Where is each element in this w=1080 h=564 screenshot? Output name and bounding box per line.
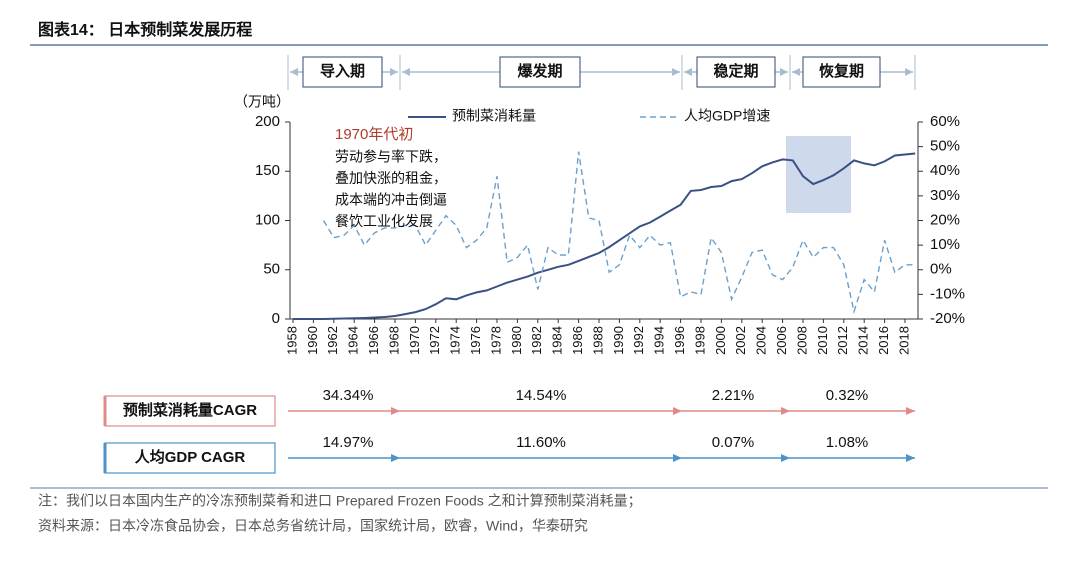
x-tick-label: 1972 xyxy=(427,326,442,355)
cagr-arrowhead xyxy=(391,454,400,462)
x-tick-label: 1964 xyxy=(346,326,361,355)
y2-tick-label: 10% xyxy=(930,236,960,253)
x-tick-label: 1994 xyxy=(652,326,667,355)
chart-title: 图表14： 日本预制菜发展历程 xyxy=(38,20,252,39)
cagr-value: 2.21% xyxy=(712,387,755,404)
x-tick-label: 1992 xyxy=(631,326,646,355)
y-tick-label: 100 xyxy=(255,211,280,228)
cagr-value: 14.97% xyxy=(323,434,374,451)
cagr-arrowhead xyxy=(906,454,915,462)
y2-tick-label: 0% xyxy=(930,261,952,278)
x-tick-label: 1980 xyxy=(509,326,524,355)
x-tick-label: 2016 xyxy=(876,326,891,355)
note: 资料来源：日本冷冻食品协会，日本总务省统计局，国家统计局，欧睿，Wind，华泰研… xyxy=(38,518,588,534)
phase-label: 恢复期 xyxy=(819,62,864,80)
x-tick-label: 1998 xyxy=(692,326,707,355)
x-tick-label: 1958 xyxy=(284,326,299,355)
cagr-label: 人均GDP CAGR xyxy=(135,448,246,466)
x-tick-label: 1960 xyxy=(305,326,320,355)
x-tick-label: 1982 xyxy=(529,326,544,355)
x-tick-label: 1968 xyxy=(386,326,401,355)
y2-tick-label: 50% xyxy=(930,138,960,155)
y2-tick-label: 20% xyxy=(930,211,960,228)
x-tick-label: 1988 xyxy=(590,326,605,355)
x-tick-label: 2000 xyxy=(713,326,728,355)
cagr-arrowhead xyxy=(673,407,682,415)
cagr-arrowhead xyxy=(906,407,915,415)
series-line xyxy=(322,151,916,315)
cagr-arrowhead xyxy=(781,407,790,415)
y2-tick-label: 30% xyxy=(930,187,960,204)
note: 注：我们以日本国内生产的冷冻预制菜肴和进口 Prepared Frozen Fo… xyxy=(38,493,642,510)
annotation-title: 1970年代初 xyxy=(335,126,413,143)
x-tick-label: 1962 xyxy=(325,326,340,355)
cagr-arrowhead xyxy=(781,454,790,462)
highlight-band xyxy=(786,136,851,213)
cagr-value: 11.60% xyxy=(516,434,566,451)
cagr-value: 0.32% xyxy=(826,387,869,404)
phase-label: 爆发期 xyxy=(517,62,562,80)
y2-tick-label: 40% xyxy=(930,162,960,179)
x-tick-label: 1990 xyxy=(611,326,626,355)
x-tick-label: 2014 xyxy=(856,326,871,355)
cagr-label-box xyxy=(104,395,276,427)
y2-tick-label: -10% xyxy=(930,285,965,302)
y-tick-label: 50 xyxy=(263,261,280,278)
phase-label: 导入期 xyxy=(320,62,365,80)
x-tick-label: 2008 xyxy=(794,326,809,355)
x-tick-label: 2012 xyxy=(835,326,850,355)
x-tick-label: 1986 xyxy=(570,326,585,355)
series-line xyxy=(293,152,916,320)
cagr-value: 14.54% xyxy=(516,387,567,404)
y-axis-label: （万吨） xyxy=(234,94,290,110)
cagr-label: 预制菜消耗量CAGR xyxy=(123,401,257,419)
x-tick-label: 1978 xyxy=(488,326,503,355)
phase-box xyxy=(499,56,581,88)
phase-label: 稳定期 xyxy=(713,62,758,80)
x-tick-label: 2002 xyxy=(733,326,748,355)
legend-label: 预制菜消耗量 xyxy=(452,108,536,124)
y2-tick-label: 60% xyxy=(930,113,960,130)
phase-box xyxy=(302,56,383,88)
annotation-line: 劳动参与率下跌， xyxy=(335,149,447,165)
annotation-line: 餐饮工业化发展 xyxy=(335,213,433,229)
x-tick-label: 1966 xyxy=(366,326,381,355)
cagr-value: 34.34% xyxy=(323,387,374,404)
cagr-arrowhead xyxy=(673,454,682,462)
x-tick-label: 2018 xyxy=(896,326,911,355)
y-tick-label: 150 xyxy=(255,162,280,179)
x-tick-label: 1984 xyxy=(550,326,565,355)
cagr-value: 0.07% xyxy=(712,434,755,451)
legend-label: 人均GDP增速 xyxy=(684,108,770,124)
y2-tick-label: -20% xyxy=(930,310,965,327)
cagr-value: 1.08% xyxy=(826,434,869,451)
y-tick-label: 0 xyxy=(272,310,280,327)
x-tick-label: 2006 xyxy=(774,326,789,355)
annotation-line: 叠加快涨的租金， xyxy=(335,170,447,186)
x-tick-label: 1970 xyxy=(407,326,422,355)
phase-box xyxy=(696,56,776,88)
x-tick-label: 2004 xyxy=(754,326,769,355)
cagr-arrowhead xyxy=(391,407,400,415)
x-tick-label: 1976 xyxy=(468,326,483,355)
x-tick-label: 1996 xyxy=(672,326,687,355)
phase-box xyxy=(802,56,881,88)
annotation-line: 成本端的冲击倒逼 xyxy=(335,192,447,208)
x-tick-label: 2010 xyxy=(815,326,830,355)
x-tick-label: 1974 xyxy=(448,326,463,355)
y-tick-label: 200 xyxy=(255,113,280,130)
